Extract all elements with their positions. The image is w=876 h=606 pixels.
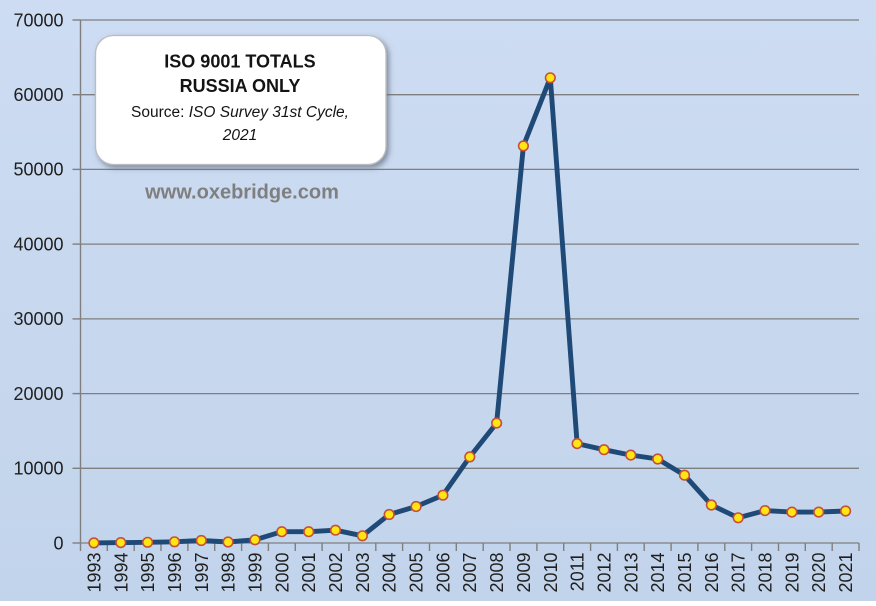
svg-text:1995: 1995 <box>138 553 158 593</box>
svg-text:2014: 2014 <box>648 553 668 593</box>
svg-text:2018: 2018 <box>756 553 776 593</box>
svg-text:2016: 2016 <box>702 553 722 593</box>
svg-text:2003: 2003 <box>353 553 373 593</box>
svg-text:2011: 2011 <box>568 553 588 592</box>
svg-text:2021: 2021 <box>836 553 856 593</box>
svg-text:2001: 2001 <box>299 553 319 593</box>
svg-text:2009: 2009 <box>514 553 534 593</box>
svg-text:2015: 2015 <box>675 553 695 593</box>
svg-text:2008: 2008 <box>487 553 507 593</box>
svg-text:50000: 50000 <box>13 160 63 180</box>
svg-text:20000: 20000 <box>13 384 63 404</box>
svg-text:1993: 1993 <box>84 553 104 593</box>
svg-text:2005: 2005 <box>407 553 427 593</box>
svg-text:10000: 10000 <box>13 459 63 479</box>
svg-text:2006: 2006 <box>433 553 453 593</box>
svg-text:2017: 2017 <box>729 553 749 593</box>
svg-text:30000: 30000 <box>13 309 63 329</box>
svg-text:1998: 1998 <box>219 553 239 593</box>
svg-text:0: 0 <box>53 533 63 553</box>
svg-text:2002: 2002 <box>326 553 346 593</box>
svg-text:ISO 9001 TOTALS: ISO 9001 TOTALS <box>164 52 315 72</box>
svg-text:RUSSIA ONLY: RUSSIA ONLY <box>180 76 301 96</box>
svg-text:2010: 2010 <box>541 553 561 593</box>
svg-text:Source: ISO Survey 31st Cycle,: Source: ISO Survey 31st Cycle, <box>131 104 349 121</box>
svg-text:2020: 2020 <box>809 553 829 593</box>
svg-text:2007: 2007 <box>460 553 480 593</box>
svg-text:1996: 1996 <box>165 553 185 593</box>
svg-text:2013: 2013 <box>621 553 641 593</box>
svg-text:70000: 70000 <box>13 10 63 30</box>
svg-text:1999: 1999 <box>246 553 266 593</box>
svg-text:2019: 2019 <box>782 553 802 593</box>
svg-text:www.oxebridge.com: www.oxebridge.com <box>144 182 339 204</box>
svg-text:1997: 1997 <box>192 553 212 593</box>
svg-text:2004: 2004 <box>380 553 400 593</box>
svg-text:2000: 2000 <box>272 553 292 593</box>
svg-text:40000: 40000 <box>13 234 63 254</box>
svg-text:60000: 60000 <box>13 85 63 105</box>
svg-text:1994: 1994 <box>111 553 131 593</box>
svg-text:2012: 2012 <box>595 553 615 593</box>
svg-text:2021: 2021 <box>222 127 257 144</box>
